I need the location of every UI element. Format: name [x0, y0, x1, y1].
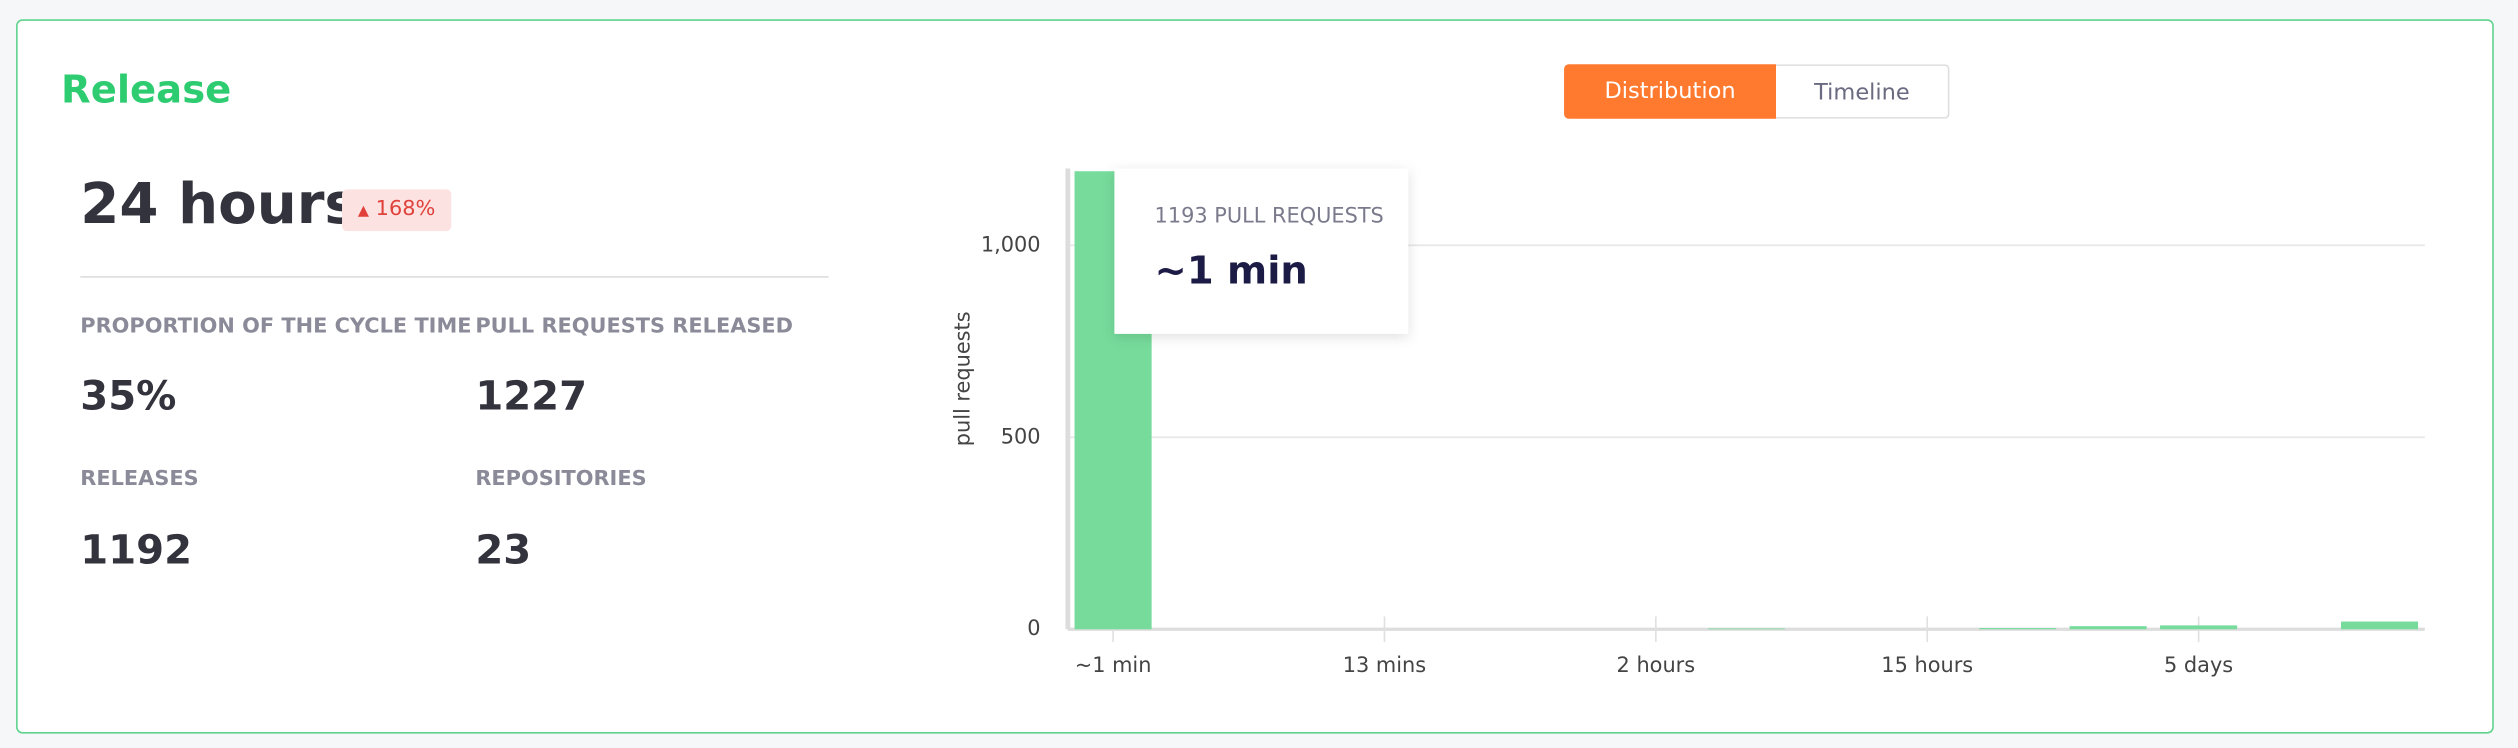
bar	[1707, 628, 1785, 630]
headline-value: 24 hours	[80, 173, 358, 238]
stat-value: 1192	[80, 526, 193, 574]
y-tick-label: 500	[1001, 424, 1041, 448]
stat-label: RELEASES	[80, 467, 199, 492]
card-title: Release	[61, 67, 232, 113]
bar	[2340, 621, 2419, 630]
x-tick-label: 15 hours	[1881, 653, 1973, 677]
y-axis-label: pull requests	[950, 311, 974, 446]
change-value: 168%	[375, 197, 436, 222]
stat-value: 35%	[80, 372, 177, 419]
card	[16, 19, 2494, 734]
stat-value: 1227	[475, 372, 588, 419]
bar	[1979, 628, 2057, 630]
tooltip-count: 1193 PULL REQUESTS	[1155, 204, 1384, 228]
stat-value: 23	[475, 526, 532, 574]
change-badge: ▲ 168%	[342, 189, 452, 232]
tooltip-title: ~1 min	[1155, 248, 1308, 293]
y-tick-label: 0	[1027, 616, 1040, 640]
x-tick-label: 13 mins	[1343, 653, 1426, 677]
tooltip: 1193 PULL REQUESTS ~1 min	[1114, 168, 1409, 334]
bar	[2069, 626, 2147, 630]
y-tick-label: 1,000	[981, 232, 1041, 256]
tooltip-box	[1114, 168, 1409, 334]
stat-label: REPOSITORIES	[475, 467, 647, 492]
stat-label: PULL REQUESTS RELEASED	[475, 314, 793, 339]
x-tick-label: ~1 min	[1075, 653, 1152, 677]
up-arrow: ▲	[357, 203, 370, 220]
bar	[2160, 625, 2238, 630]
divider	[80, 276, 829, 278]
stat-label: PROPORTION OF THE CYCLE TIME	[80, 314, 472, 339]
tab-timeline[interactable]: Timeline	[1776, 64, 1950, 119]
x-tick-label: 2 hours	[1617, 653, 1696, 677]
x-tick-label: 5 days	[2164, 653, 2233, 677]
tab-distribution[interactable]: Distribution	[1564, 64, 1777, 119]
